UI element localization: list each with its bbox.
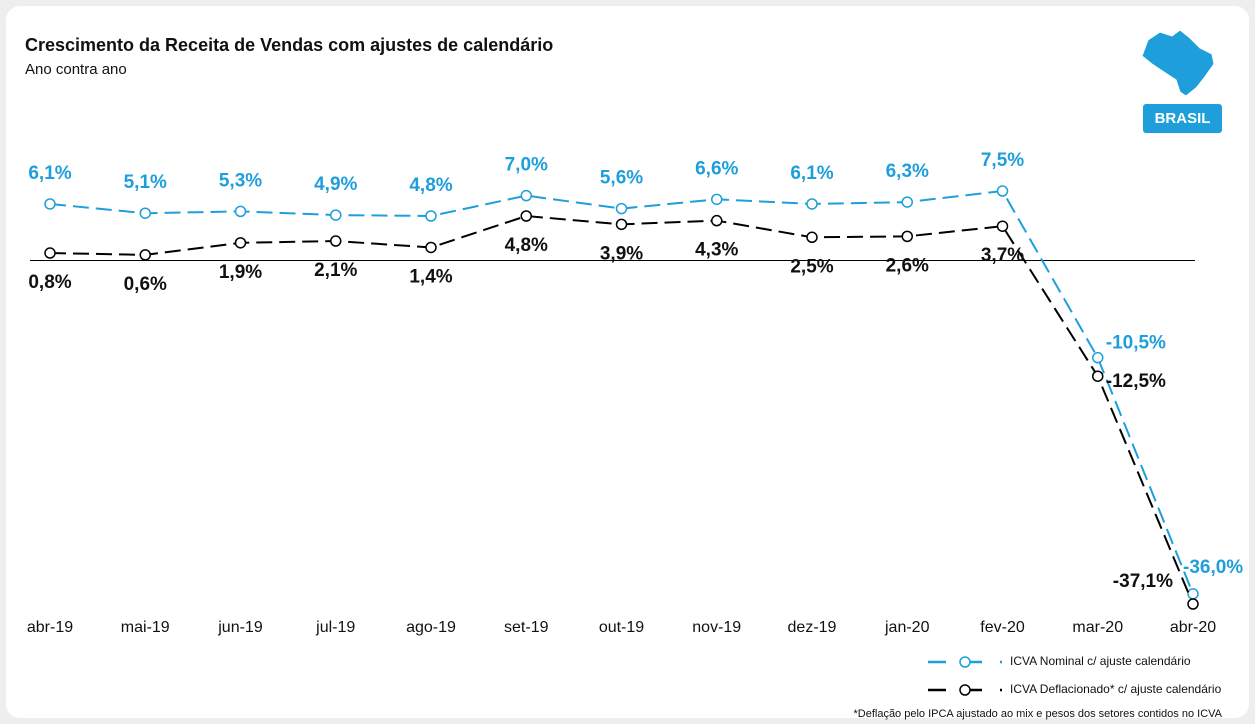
point — [330, 235, 342, 247]
chart-title: Crescimento da Receita de Vendas com aju… — [25, 35, 553, 55]
point — [520, 210, 532, 222]
value-label: 2,6% — [886, 255, 929, 276]
value-label: 0,8% — [28, 272, 71, 293]
point — [615, 202, 628, 215]
x-tick-label: out-19 — [599, 619, 644, 636]
brazil-map — [1141, 29, 1215, 97]
footnote: *Deflação pelo IPCA ajustado ao mix e pe… — [853, 708, 1222, 720]
card — [6, 6, 1249, 718]
point — [996, 185, 1009, 197]
point — [711, 214, 723, 227]
point — [711, 193, 723, 206]
point — [806, 231, 818, 244]
point — [1092, 370, 1104, 382]
point — [901, 230, 913, 243]
point — [44, 247, 56, 259]
x-tick-label: jun-19 — [217, 619, 263, 636]
value-label: 6,3% — [886, 161, 929, 182]
value-label: 3,7% — [981, 245, 1024, 266]
point — [1187, 598, 1199, 610]
x-tick-label: abr-20 — [1170, 619, 1216, 636]
badge: BRASIL — [1155, 110, 1211, 127]
value-label: 4,9% — [314, 174, 357, 195]
x-tick-label: mar-20 — [1072, 619, 1123, 636]
value-label: 6,1% — [28, 163, 71, 184]
x-tick-label: mai-19 — [121, 619, 170, 636]
point — [425, 210, 437, 222]
point — [139, 249, 151, 261]
value-label: -36,0% — [1183, 557, 1243, 578]
point — [234, 205, 247, 218]
chart-subtitle: Ano contra ano — [25, 61, 127, 78]
legend-marker — [959, 684, 971, 696]
value-label: -37,1% — [1113, 571, 1173, 592]
x-tick-label: jul-19 — [315, 619, 355, 636]
legend-marker — [959, 656, 971, 668]
value-label: -12,5% — [1106, 371, 1166, 392]
badge-box — [1143, 104, 1222, 133]
point — [615, 218, 628, 231]
value-label: -10,5% — [1106, 333, 1166, 354]
value-label: 6,1% — [790, 163, 833, 184]
point — [806, 198, 818, 210]
value-label: 0,6% — [124, 274, 167, 295]
value-label: 4,3% — [695, 240, 738, 261]
point — [330, 209, 342, 221]
value-label: 5,1% — [124, 172, 167, 193]
point — [996, 220, 1009, 232]
point — [139, 207, 151, 219]
point — [520, 189, 532, 202]
value-label: 2,1% — [314, 260, 357, 281]
x-tick-label: nov-19 — [692, 619, 741, 636]
value-label: 4,8% — [505, 235, 548, 256]
x-tick-label: abr-19 — [27, 619, 73, 636]
value-label: 1,4% — [409, 267, 452, 288]
point — [425, 241, 437, 254]
value-label: 4,8% — [409, 175, 452, 196]
value-label: 7,5% — [981, 150, 1024, 171]
x-tick-label: ago-19 — [406, 619, 456, 636]
point — [1187, 588, 1199, 600]
point — [44, 198, 56, 210]
value-label: 7,0% — [505, 155, 548, 176]
x-tick-label: jan-20 — [884, 619, 930, 636]
value-label: 5,6% — [600, 168, 643, 189]
x-tick-label: set-19 — [504, 619, 549, 636]
x-tick-label: fev-20 — [980, 619, 1025, 636]
x-tick-label: dez-19 — [788, 619, 837, 636]
value-label: 1,9% — [219, 262, 262, 283]
point — [234, 237, 247, 249]
point — [1092, 351, 1104, 364]
point — [901, 196, 913, 208]
value-label: 3,9% — [600, 243, 643, 264]
legend-label: ICVA Nominal c/ ajuste calendário — [1010, 654, 1191, 668]
value-label: 5,3% — [219, 170, 262, 191]
value-label: 2,5% — [790, 256, 833, 277]
value-label: 6,6% — [695, 158, 738, 179]
legend-label: ICVA Deflacionado* c/ ajuste calendário — [1010, 682, 1222, 696]
